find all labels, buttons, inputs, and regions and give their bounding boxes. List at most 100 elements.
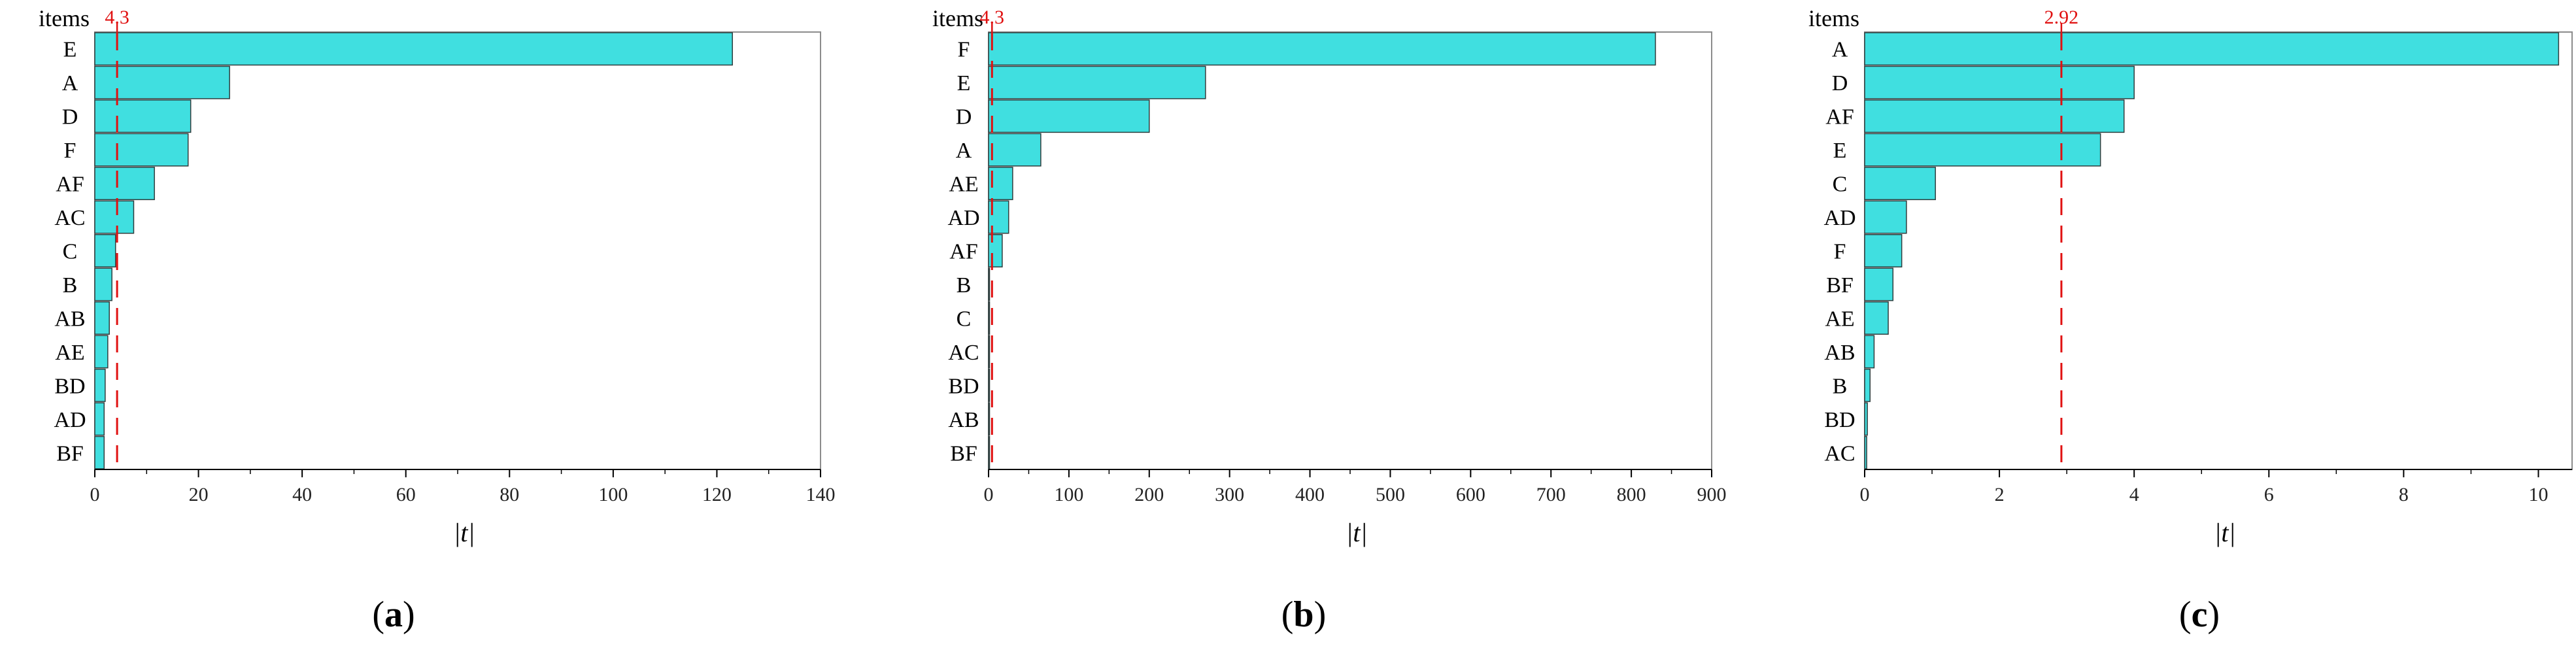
bar [988,402,991,436]
bar [988,435,991,469]
bar [94,301,110,335]
bar [1864,167,1936,201]
category-label: A [956,139,972,163]
x-tick-label: 600 [1456,484,1485,505]
bar [94,267,112,301]
bar [988,368,991,402]
bar [1864,335,1875,369]
bar [1864,99,2125,133]
x-tick-label: 120 [702,484,732,505]
bar [988,133,1042,167]
bar [988,65,1206,99]
panel-label: (b) [1281,594,1326,635]
category-label: D [62,105,78,129]
x-tick-label: 10 [2528,484,2548,505]
bar [988,301,991,335]
category-label: BD [1824,408,1855,432]
category-label: E [63,38,77,62]
x-axis-label: |t| [2214,518,2235,547]
category-label: AC [1824,441,1855,466]
category-label: AD [54,408,86,432]
x-tick-label: 60 [396,484,416,505]
category-label: AB [54,307,85,331]
category-label: B [63,273,78,298]
bar [988,234,1003,267]
category-label: C [957,307,972,331]
category-label: E [957,71,971,95]
threshold-label: 2.92 [2044,7,2079,28]
chart-panel-c: AD AF EC AD F BF AE AB B BD AC items 0 2 4 6 8 10 |t| 2.92 (… [1808,5,2573,635]
x-tick-label: 2 [1995,484,2005,505]
x-tick-label: 4 [2129,484,2139,505]
x-tick-label: 8 [2399,484,2409,505]
bar [1864,435,1867,469]
category-label: AF [1825,105,1854,129]
x-axis-label: |t| [453,518,475,547]
bar [1864,368,1871,402]
x-tick-label: 900 [1697,484,1727,505]
category-label: D [1832,71,1848,95]
category-label: AB [948,408,979,432]
bar [94,402,105,436]
y-axis-title: items [39,5,90,31]
bar [94,335,109,369]
category-label: AF [56,173,84,197]
category-label: C [1833,173,1848,197]
category-label: BF [950,441,977,466]
bar [1864,200,1907,234]
x-tick-label: 400 [1295,484,1325,505]
x-tick-label: 20 [189,484,209,505]
bar [94,99,192,133]
category-label: D [956,105,972,129]
category-label: F [958,38,970,62]
x-tick-label: 100 [1054,484,1083,505]
category-label: BD [948,374,979,398]
bar [1864,234,1903,267]
x-tick-label: 0 [90,484,100,505]
bar [94,167,155,201]
category-label: AE [1825,307,1854,331]
category-label: AF [949,240,977,264]
category-label: AB [1824,341,1855,365]
category-label: AD [947,206,979,230]
bar [94,32,733,66]
x-tick-label: 0 [984,484,994,505]
category-label: BD [54,374,85,398]
category-label: AC [948,341,979,365]
bar [1864,301,1889,335]
category-label: E [1833,139,1847,163]
bar [1864,402,1868,436]
bar [94,200,135,234]
x-tick-label: 300 [1215,484,1244,505]
bar [94,65,230,99]
x-axis-label: |t| [1346,518,1367,547]
category-label: C [63,240,78,264]
panel-label: (c) [2179,594,2220,635]
bar [1864,267,1894,301]
bar [988,99,1150,133]
x-tick-label: 6 [2264,484,2274,505]
category-label: A [62,71,78,95]
bar [988,267,991,301]
x-tick-label: 0 [1860,484,1870,505]
threshold-label: 4.3 [105,7,129,28]
category-label: BF [56,441,84,466]
bar [94,234,116,267]
y-axis-title: items [932,5,983,31]
category-label: F [1834,240,1846,264]
x-tick-label: 500 [1376,484,1405,505]
x-tick-label: 80 [500,484,519,505]
bar [94,133,189,167]
bar [988,335,991,369]
category-label: AE [949,173,978,197]
bar [988,32,1656,66]
bar [94,368,106,402]
bar [1864,65,2135,99]
x-tick-label: 140 [806,484,836,505]
category-label: B [1833,374,1848,398]
bar [1864,32,2560,66]
